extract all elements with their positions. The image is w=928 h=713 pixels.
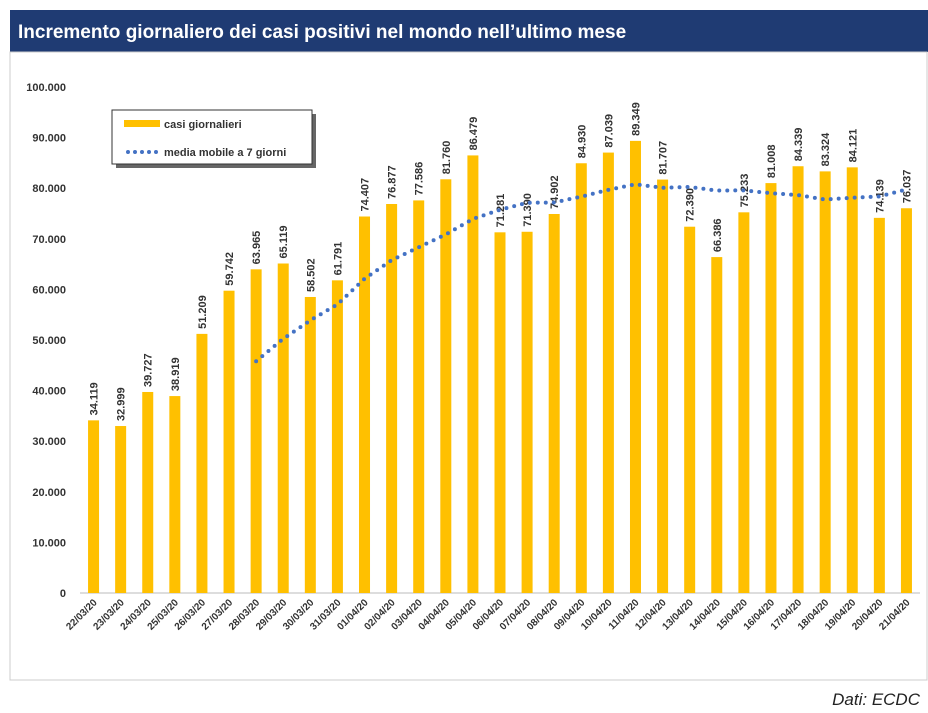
bar [684, 226, 696, 593]
data-label: 32.999 [116, 387, 128, 421]
data-label: 71.390 [522, 193, 534, 227]
bar [521, 231, 533, 593]
bar [169, 396, 181, 593]
bar [819, 171, 831, 593]
data-label: 76.037 [901, 170, 913, 204]
data-label: 77.586 [414, 162, 426, 196]
bar [738, 212, 750, 593]
data-label: 72.390 [685, 188, 697, 222]
bar [223, 290, 235, 593]
bar [196, 333, 208, 593]
y-tick-label: 20.000 [32, 487, 66, 499]
bar [467, 155, 479, 593]
bar [413, 200, 425, 593]
data-label: 84.930 [576, 125, 588, 159]
data-label: 51.209 [197, 295, 209, 329]
bar [792, 166, 804, 593]
header-bar [10, 10, 928, 52]
data-label: 83.324 [820, 132, 832, 167]
data-label: 65.119 [278, 225, 290, 258]
data-label: 81.760 [441, 141, 453, 175]
bar [359, 216, 371, 593]
bar [277, 263, 289, 593]
bar [548, 213, 560, 593]
bar [846, 167, 858, 594]
y-tick-label: 70.000 [32, 234, 66, 246]
y-tick-label: 90.000 [32, 133, 66, 145]
legend-label: casi giornalieri [164, 119, 242, 131]
y-tick-label: 10.000 [32, 537, 66, 549]
legend-box [111, 109, 313, 165]
data-label: 59.742 [224, 252, 236, 286]
data-label: 81.707 [658, 141, 670, 175]
data-label: 76.877 [387, 165, 399, 199]
data-label: 84.339 [793, 128, 805, 162]
data-label: 63.965 [251, 231, 263, 265]
chart-frame [9, 51, 928, 681]
y-tick-label: 30.000 [32, 436, 66, 448]
data-label: 84.121 [847, 129, 859, 163]
data-label: 61.791 [332, 242, 344, 276]
bar [711, 257, 723, 593]
y-tick-label: 80.000 [32, 183, 66, 195]
y-tick-label: 40.000 [32, 386, 66, 398]
data-label: 87.039 [603, 114, 615, 148]
y-tick-label: 50.000 [32, 335, 66, 347]
bar [331, 280, 343, 593]
y-tick-label: 100.000 [26, 82, 66, 94]
data-label: 86.479 [468, 117, 480, 151]
legend-label: media mobile a 7 giorni [164, 147, 286, 159]
bar [494, 232, 506, 593]
data-label: 81.008 [766, 144, 778, 178]
bar [142, 391, 154, 593]
data-label: 66.386 [712, 218, 724, 252]
bar [602, 152, 614, 594]
source: Dati: ECDC [832, 690, 921, 709]
bar [386, 204, 398, 593]
data-label: 39.727 [143, 353, 155, 387]
data-label: 58.502 [305, 258, 317, 292]
bar [88, 420, 100, 593]
bar [873, 217, 885, 593]
bar [250, 269, 262, 593]
moving-average-line [254, 182, 909, 364]
bar [900, 208, 912, 593]
data-label: 71.281 [495, 194, 507, 228]
bar [657, 179, 669, 594]
y-tick-label: 0 [60, 588, 66, 600]
bar [304, 296, 316, 593]
data-label: 38.919 [170, 357, 182, 391]
bar [765, 183, 777, 593]
data-label: 89.349 [630, 102, 642, 136]
bar [575, 163, 587, 593]
data-label: 74.902 [549, 175, 561, 209]
data-label: 34.119 [89, 382, 101, 415]
bar [440, 179, 452, 593]
legend-swatch [124, 120, 160, 127]
data-label: 74.407 [360, 178, 372, 212]
y-tick-label: 60.000 [32, 284, 66, 296]
bar [629, 140, 641, 594]
chart-title: Incremento giornaliero dei casi positivi… [18, 22, 626, 43]
bar [115, 426, 127, 593]
